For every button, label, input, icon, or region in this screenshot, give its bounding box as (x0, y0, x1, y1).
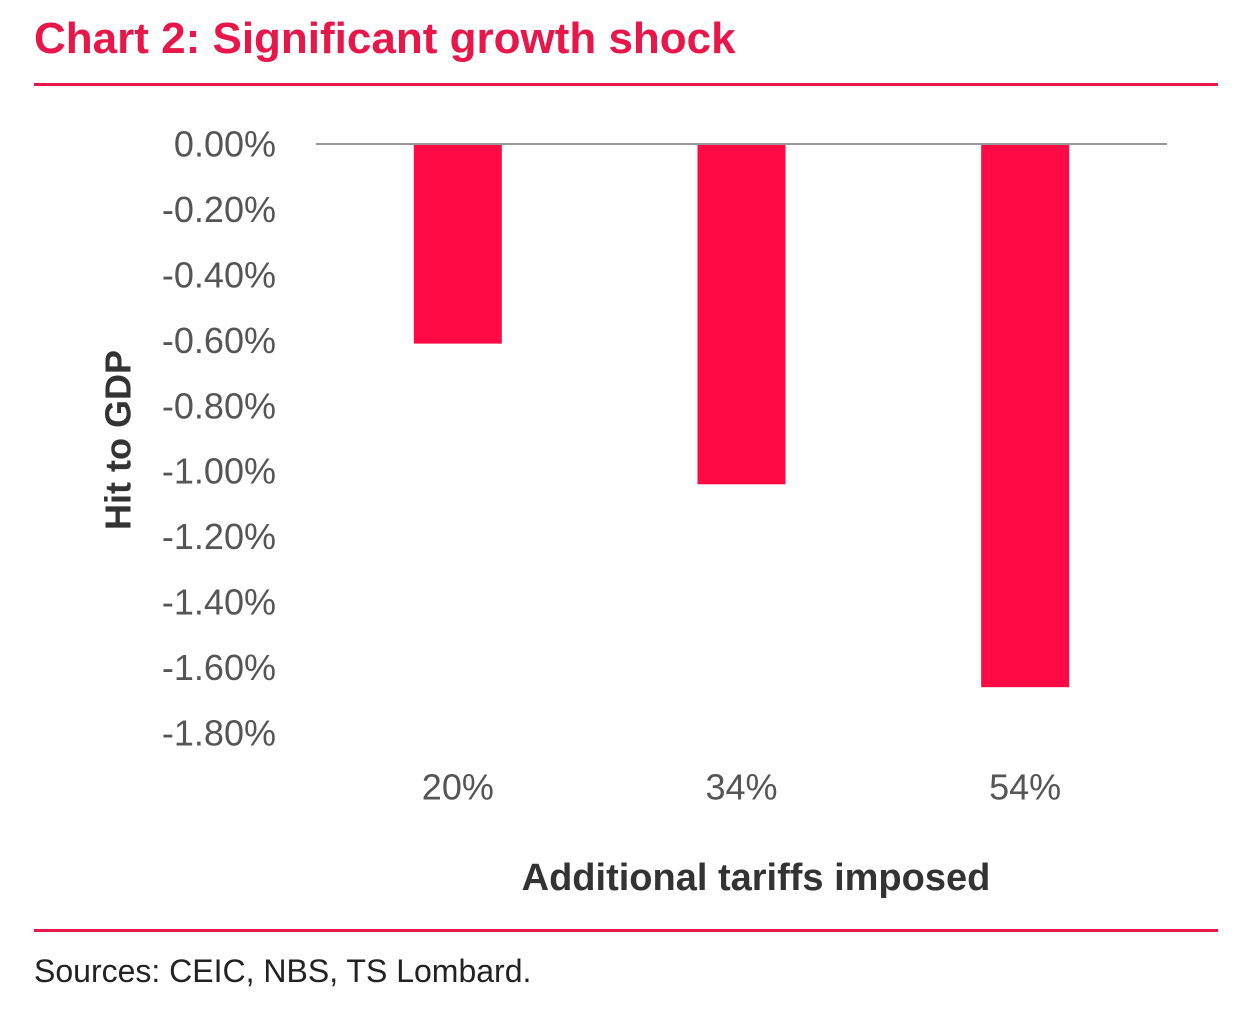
source-note: Sources: CEIC, NBS, TS Lombard. (34, 953, 532, 989)
x-axis-label: Additional tariffs imposed (522, 857, 991, 899)
title-divider (34, 83, 1218, 86)
y-tick-label: -0.60% (162, 320, 276, 361)
y-tick-label: -1.40% (162, 582, 276, 623)
bars (413, 144, 1070, 688)
x-tick-label: 20% (422, 767, 494, 808)
bar-20pct (413, 144, 502, 344)
chart-title: Chart 2: Significant growth shock (34, 14, 736, 63)
y-tick-label: -1.80% (162, 713, 276, 754)
y-axis-ticks: 0.00% -0.20% -0.40% -0.60% -0.80% -1.00% -1.20… (162, 124, 276, 754)
x-axis-ticks: 20% 34% 54% (422, 767, 1061, 808)
y-tick-label: -0.80% (162, 385, 276, 426)
y-tick-label: -1.00% (162, 451, 276, 492)
bar-34pct (697, 144, 786, 485)
bar-54pct (981, 144, 1070, 688)
y-tick-label: -0.20% (162, 189, 276, 230)
y-tick-label: -1.20% (162, 516, 276, 557)
footer-divider (34, 929, 1218, 932)
y-axis-label: Hit to GDP (98, 350, 139, 530)
y-tick-label: 0.00% (174, 124, 276, 165)
y-tick-label: -0.40% (162, 254, 276, 295)
y-tick-label: -1.60% (162, 647, 276, 688)
x-tick-label: 54% (989, 767, 1061, 808)
x-tick-label: 34% (705, 767, 777, 808)
